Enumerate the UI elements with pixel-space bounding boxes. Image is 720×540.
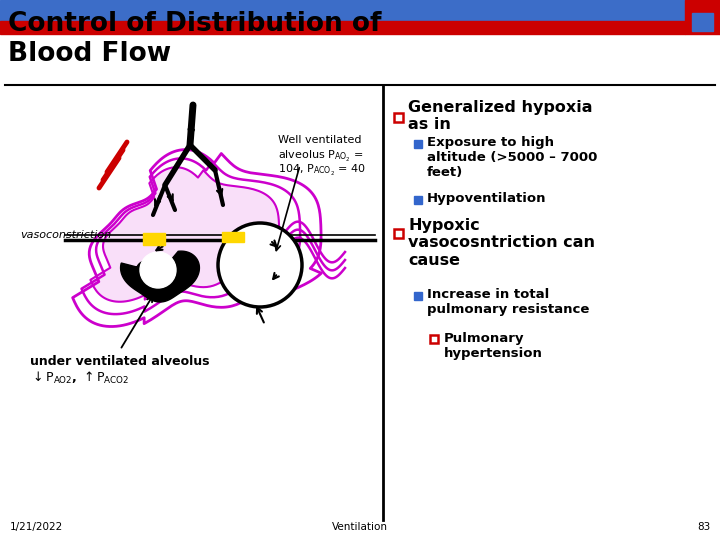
Bar [414, 140, 422, 148]
Bar [414, 292, 422, 300]
Text: under ventilated alveolus: under ventilated alveolus [30, 355, 210, 368]
Text: 1/21/2022: 1/21/2022 [10, 522, 63, 532]
Text: Increase in total
pulmonary resistance: Increase in total pulmonary resistance [427, 288, 590, 316]
Bar [0, 0, 720, 22]
Bar [414, 196, 422, 204]
Bar [430, 335, 438, 343]
Bar [0, 21, 685, 34]
Polygon shape [91, 167, 279, 302]
Bar [222, 232, 244, 242]
Text: vasoconstriction: vasoconstriction [20, 230, 111, 240]
Text: $\downarrow\mathrm{P_{AO2}}$, $\uparrow\mathrm{P_{ACO2}}$: $\downarrow\mathrm{P_{AO2}}$, $\uparrow\… [30, 370, 130, 386]
Circle shape [218, 223, 302, 307]
Bar [394, 229, 403, 238]
Bar [692, 13, 713, 31]
Text: Blood Flow: Blood Flow [8, 41, 171, 67]
Bar [143, 233, 165, 245]
Text: Control of Distribution of: Control of Distribution of [8, 11, 382, 37]
Text: Hypoxic
vasocosntriction can
cause: Hypoxic vasocosntriction can cause [408, 218, 595, 268]
Text: Ventilation: Ventilation [332, 522, 388, 532]
Text: 83: 83 [697, 522, 710, 532]
Circle shape [140, 252, 176, 288]
Text: Hypoventilation: Hypoventilation [427, 192, 546, 205]
Bar [394, 113, 403, 122]
Bar [685, 0, 720, 34]
Text: 104, $\mathrm{P_{ACO_2}}$ = 40: 104, $\mathrm{P_{ACO_2}}$ = 40 [278, 163, 366, 178]
Text: Generalized hypoxia
as in: Generalized hypoxia as in [408, 100, 593, 132]
Text: alveolus $\mathrm{P_{AO_2}}$ =: alveolus $\mathrm{P_{AO_2}}$ = [278, 149, 364, 164]
Text: Pulmonary
hypertension: Pulmonary hypertension [444, 332, 543, 360]
Text: Exposure to high
altitude (>5000 – 7000
feet): Exposure to high altitude (>5000 – 7000 … [427, 136, 598, 179]
Text: Well ventilated: Well ventilated [278, 135, 361, 145]
Polygon shape [120, 251, 199, 302]
